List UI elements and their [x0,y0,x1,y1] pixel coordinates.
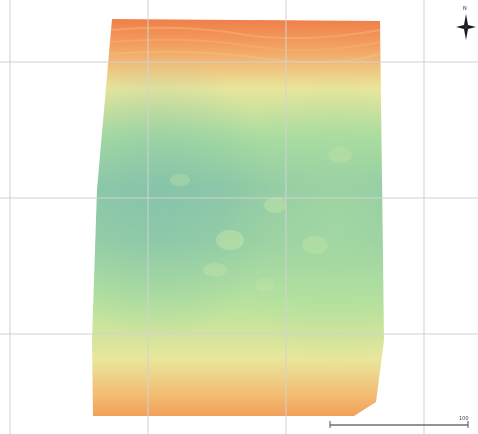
terrain-ridge [107,50,381,64]
terrain-ridge [109,38,381,52]
terrain-patch [255,278,275,292]
terrain-patch [170,174,190,186]
terrain-patch [328,147,352,163]
terrain-patch [203,263,227,277]
scale-bar-label: 100 [459,416,469,422]
terrain-patch [264,197,286,213]
north-label: N [463,6,467,12]
terrain-patch [302,236,328,254]
terrain-patch [216,230,244,250]
terrain-ridge [109,26,381,40]
scale-bar [329,421,469,428]
raster-tint-right [92,19,384,416]
raster-surface [92,19,384,416]
north-arrow-icon [456,14,476,40]
